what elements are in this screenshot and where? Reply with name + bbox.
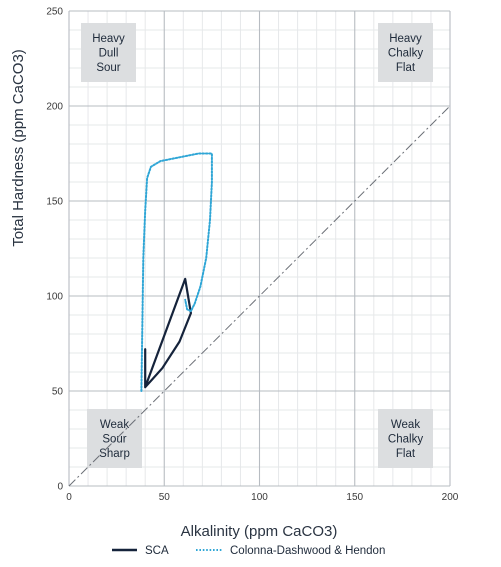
legend-label-colonna-dashwood-hendon: Colonna-Dashwood & Hendon [230, 545, 385, 557]
series-group [140, 152, 213, 392]
region-label-line: Sharp [99, 448, 130, 460]
region-label-line: Sour [102, 434, 126, 446]
x-tick-label: 150 [346, 492, 363, 503]
region-label-line: Heavy [389, 33, 422, 45]
x-tick-label: 100 [251, 492, 268, 503]
region-label-line: Chalky [388, 48, 423, 60]
region-label-line: Flat [396, 62, 416, 74]
x-axis-title: Alkalinity (ppm CaCO3) [181, 523, 338, 540]
region-boxes: Heavy Dull Sour Heavy Chalky Flat Weak Sour Shar… [81, 23, 433, 468]
tick-labels: 0 50 100 150 200 0 50 100 150 200 250 [46, 7, 458, 504]
major-grid [68, 10, 451, 487]
reference-diagonal-line [68, 105, 451, 487]
reference-line-group [68, 105, 451, 487]
region-label-line: Weak [100, 419, 129, 431]
region-label-line: Sour [96, 62, 120, 74]
region-box-weak-chalky-flat [378, 409, 433, 468]
y-tick-label: 100 [46, 292, 63, 303]
legend-label-sca: SCA [145, 545, 169, 557]
y-axis-title: Total Hardness (ppm CaCO3) [10, 49, 27, 247]
region-box-heavy-dull-sour [81, 23, 136, 82]
region-label-line: Chalky [388, 434, 423, 446]
y-tick-label: 200 [46, 102, 63, 113]
region-label-line: Heavy [92, 33, 125, 45]
y-tick-label: 0 [57, 482, 63, 493]
x-tick-label: 50 [159, 492, 171, 503]
series-sca-line [144, 277, 192, 389]
region-label-line: Dull [99, 48, 119, 60]
legend: SCA Colonna-Dashwood & Hendon [112, 545, 385, 557]
x-tick-label: 0 [66, 492, 72, 503]
y-tick-label: 150 [46, 197, 63, 208]
region-box-weak-sour-sharp [87, 409, 142, 468]
y-tick-label: 50 [52, 387, 64, 398]
y-tick-label: 250 [46, 7, 63, 18]
region-box-heavy-chalky-flat [378, 23, 433, 82]
region-label-line: Weak [391, 419, 420, 431]
region-label-line: Flat [396, 448, 416, 460]
series-colonna-dashwood-hendon-line [140, 152, 213, 392]
x-tick-label: 200 [442, 492, 459, 503]
